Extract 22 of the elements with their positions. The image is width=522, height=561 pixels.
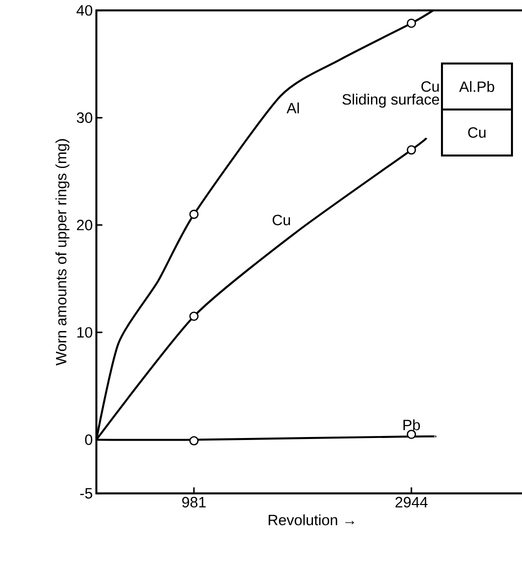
x-tick-label: 981 [182,496,206,508]
annotation: Cu [468,127,486,138]
point [406,18,416,28]
y-tick-label: -5 [80,488,92,499]
y-tick-label: 0 [85,434,92,445]
series-label: Cu [272,214,290,226]
x-tick-label: 2944 [396,496,428,508]
point [406,145,416,155]
point [189,436,199,446]
point [189,210,199,219]
y-axis-title: Worn amounts of upper rings (mg) [55,139,70,366]
point [189,312,199,321]
y-tick-label: 30 [76,112,92,123]
series-label: Pb [403,419,420,430]
x-axis-title: Revolution → [268,514,354,526]
annotation: Cu [421,81,439,92]
series-label: Al [286,102,299,114]
y-tick-label: 40 [76,5,92,16]
y-tick-label: 20 [76,220,92,230]
y-tick-label: 10 [77,327,92,338]
annotation: Sliding surface [342,94,440,108]
annotation: Al.Pb [459,81,494,92]
